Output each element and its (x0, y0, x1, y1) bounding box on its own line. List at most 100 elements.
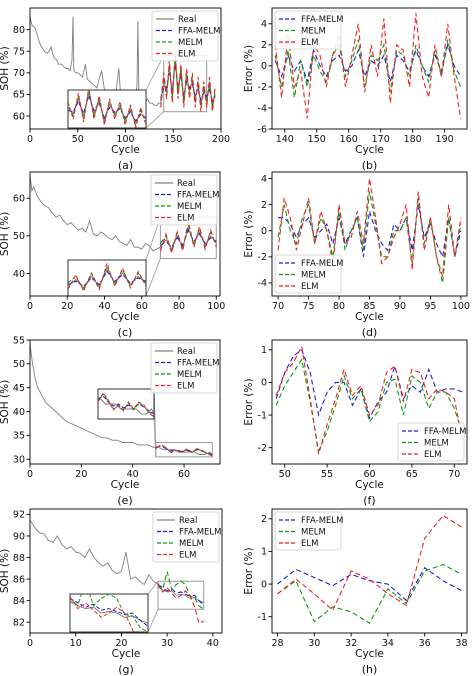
y-axis-label: Error (%) (243, 547, 255, 594)
y-tick-label: 1 (261, 547, 267, 558)
y-tick-label: 60 (13, 194, 25, 205)
legend-box (150, 174, 218, 226)
x-tick-label: 50 (72, 134, 84, 145)
y-tick-label: 2 (261, 514, 267, 525)
legend-label-melm: MELM (178, 38, 203, 48)
x-tick-label: 0 (27, 301, 33, 312)
panel-caption: (a) (118, 159, 133, 172)
x-tick-label: 20 (61, 301, 73, 312)
series-group (275, 344, 464, 455)
zoom-series-line-elm (68, 261, 146, 293)
x-axis-label: Cycle (355, 648, 384, 660)
x-tick-label: 190 (436, 134, 454, 145)
legend-label-ffa-melm: FFA-MELM (424, 427, 466, 437)
plot-frame (271, 7, 468, 130)
y-tick-label: 0 (261, 61, 267, 72)
chart-panel-h: 28 30 32 34 36 38 -1 0 1 2 Cycle Error (%) (h) FFA-ME… (243, 508, 468, 676)
series-line-ffa-melm (157, 584, 205, 606)
y-tick-label: 84 (13, 596, 25, 607)
zoom-connector (145, 258, 161, 297)
x-tick-label: 40 (98, 301, 110, 312)
legend-box (274, 10, 342, 50)
series-group (277, 514, 462, 624)
x-axis-label: Cycle (111, 311, 140, 323)
x-tick-label: 140 (276, 134, 294, 145)
x-tick-label: 85 (363, 301, 375, 312)
x-tick-label: 0 (27, 638, 33, 649)
series-line-ffa-melm (277, 566, 462, 602)
y-tick-label: 86 (13, 574, 25, 585)
legend-label-ffa-melm: FFA-MELM (177, 359, 219, 369)
x-tick-label: 30 (161, 638, 173, 649)
x-tick-label: 32 (345, 638, 357, 649)
series-line-real (30, 175, 161, 252)
x-tick-label: 100 (207, 301, 225, 312)
y-tick-label: -2 (258, 443, 267, 454)
y-tick-label: -6 (258, 124, 267, 135)
zoom-series-line-elm (98, 392, 154, 418)
y-tick-label: 55 (13, 335, 25, 346)
legend-label-ffa-melm: FFA-MELM (178, 27, 220, 37)
x-tick-label: 100 (452, 301, 470, 312)
x-axis-label: Cycle (111, 479, 140, 491)
series-line-ffa-melm (160, 64, 216, 103)
x-tick-label: 40 (207, 638, 219, 649)
y-tick-label: 92 (13, 510, 25, 521)
panel-caption: (c) (118, 326, 133, 339)
x-tick-label: 10 (70, 638, 82, 649)
x-tick-label: 150 (164, 134, 182, 145)
series-group (274, 13, 462, 119)
legend-label-elm: ELM (301, 38, 318, 48)
x-tick-label: 38 (455, 638, 467, 649)
zoom-series-line-melm (70, 594, 148, 632)
series-group (30, 175, 217, 255)
series-line-elm (274, 13, 462, 119)
x-tick-label: 50 (279, 469, 291, 480)
zoom-series-line-melm (68, 265, 146, 291)
x-tick-label: 90 (394, 301, 406, 312)
zoom-inset-series (70, 594, 148, 632)
chart-panel-f: 50 55 60 65 70 -2 -1 0 1 Cycle Error (%) (f) FFA-MEL… (243, 339, 468, 507)
legend-label-real: Real (178, 15, 196, 25)
x-axis-label: Cycle (355, 144, 384, 156)
legend-label-melm: MELM (301, 27, 326, 37)
y-tick-label: 65 (13, 90, 25, 101)
x-tick-label: 95 (424, 301, 436, 312)
y-axis-label: Error (%) (243, 378, 255, 425)
zoom-inset-frame (67, 259, 147, 297)
legend-box (397, 422, 465, 462)
x-tick-label: 0 (27, 469, 33, 480)
panel-caption: (d) (362, 326, 378, 339)
zoom-series-line-elm (70, 596, 134, 632)
y-tick-label: 82 (13, 618, 25, 629)
panel-caption: (e) (117, 494, 132, 507)
y-tick-label: 80 (13, 25, 25, 36)
panel-caption: (b) (362, 159, 378, 172)
y-tick-label: 0 (261, 579, 267, 590)
x-tick-label: 40 (127, 469, 139, 480)
x-tick-label: 36 (419, 638, 431, 649)
series-line-ffa-melm (275, 348, 463, 420)
y-tick-label: 40 (13, 269, 25, 280)
y-tick-label: 90 (13, 531, 25, 542)
x-tick-label: 70 (448, 469, 460, 480)
legend-label-elm: ELM (179, 551, 196, 561)
legend-label-ffa-melm: FFA-MELM (301, 516, 343, 526)
y-axis-label: SOH (%) (0, 380, 11, 424)
zoom-inset-series (68, 261, 146, 293)
legend-box (274, 254, 342, 294)
zoom-connector (145, 111, 164, 129)
series-line-elm (155, 443, 213, 457)
x-tick-label: 200 (212, 134, 230, 145)
series-group (30, 344, 213, 457)
series-line-real (30, 519, 204, 604)
x-tick-label: 60 (136, 301, 148, 312)
plot-frame (29, 339, 221, 465)
chart-panel-a: 0 50 100 150 200 60 65 70 75 80 Cycle SOH (%) (a) Rea… (0, 7, 230, 172)
